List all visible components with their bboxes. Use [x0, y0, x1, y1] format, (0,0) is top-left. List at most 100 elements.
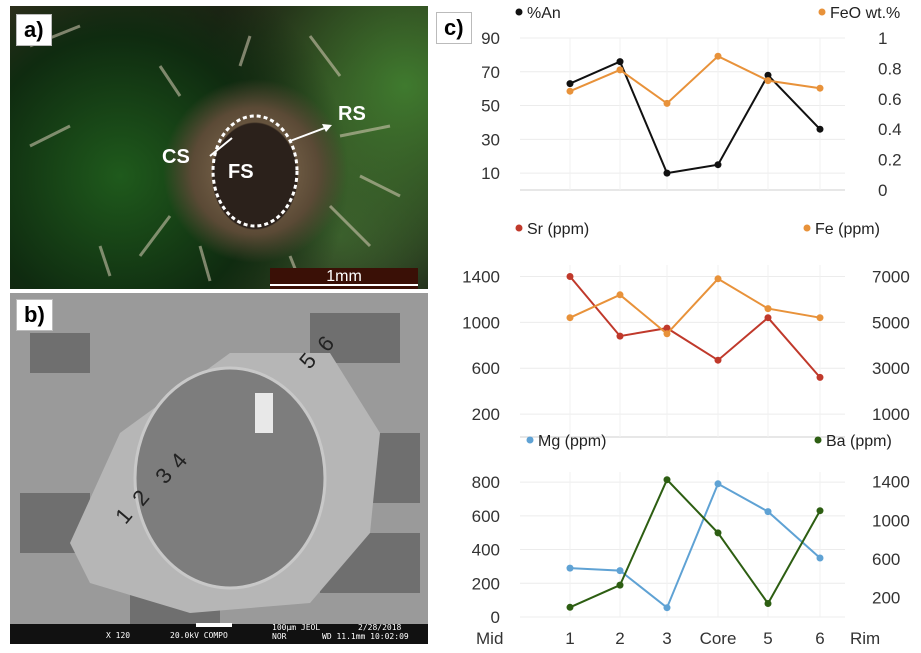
- chart3-right-tick-label: 1000: [872, 511, 910, 530]
- chart1-series-feo-point: [663, 99, 671, 107]
- chart2-series-fe-line: [569, 277, 821, 336]
- chart2-legend-marker-sr: [515, 224, 523, 232]
- chart1-right-tick-label: 0.8: [878, 59, 902, 78]
- chart1-series-an-point: [616, 58, 624, 66]
- x-category-label: Core: [700, 629, 737, 648]
- chart1-legend-feo: FeO wt.%: [830, 5, 900, 22]
- chart1-legend-marker-feo: [818, 8, 826, 16]
- panel-b-label: b): [16, 299, 53, 331]
- chart1-series-feo-point: [566, 87, 574, 95]
- panel-a-label: a): [16, 14, 52, 46]
- bse-mode: NOR: [272, 632, 287, 641]
- chart2-series-fe-point: [816, 314, 824, 322]
- bse-wd: WD 11.1mm 10:02:09: [322, 632, 409, 641]
- chart3-series-ba-point: [566, 603, 574, 611]
- chart3-series-ba-point: [764, 600, 772, 607]
- chart2-left-tick-label: 1400: [462, 267, 500, 286]
- chart2-series-sr-point: [714, 356, 722, 364]
- panel-c-label: c): [436, 12, 472, 44]
- chart1-series-an-point: [714, 161, 722, 169]
- chart2-series-sr-line: [569, 275, 821, 379]
- chart3-legend-mg: Mg (ppm): [538, 433, 606, 450]
- chart3-series-mg-point: [616, 567, 624, 575]
- chart1-series-feo-point: [616, 66, 624, 74]
- chart1-series-an-point: [816, 125, 824, 133]
- chart1-legend-marker-an: [515, 8, 523, 16]
- chart1-series-feo-point: [764, 77, 772, 85]
- chart2-series-sr-point: [566, 273, 574, 280]
- x-category-label: 3: [662, 629, 671, 648]
- chart3-series-mg-point: [816, 554, 824, 562]
- chart2-legend-sr: Sr (ppm): [527, 221, 589, 238]
- chart1-left-tick-label: 30: [481, 130, 500, 149]
- chart1-series-an-point: [764, 71, 772, 79]
- scale-bar: 1mm: [270, 268, 418, 289]
- x-category-label: 1: [565, 629, 574, 648]
- chart1-series-an-point: [663, 169, 671, 177]
- bse-scale: 100µm JEOL: [272, 623, 321, 632]
- x-category-label: 6: [815, 629, 824, 648]
- chart2-series-fe-point: [616, 291, 624, 299]
- chart1-series-feo-point: [816, 84, 824, 92]
- chart3-series-ba-point: [714, 529, 722, 537]
- chart2-left-tick-label: 200: [472, 405, 500, 424]
- chart3-series-ba-point: [616, 581, 624, 589]
- chart3-right-tick-label: 200: [872, 589, 900, 608]
- chart1-right-tick-label: 0.2: [878, 151, 902, 170]
- chart2-left-tick-label: 1000: [462, 313, 500, 332]
- bse-scale-bar: [196, 623, 232, 627]
- chart3-series-mg-point: [566, 564, 574, 572]
- fs-boundary: [211, 114, 299, 228]
- chart2-left-tick-label: 600: [472, 359, 500, 378]
- chart3-series-mg-point: [663, 604, 671, 612]
- bse-texture: [10, 293, 428, 644]
- rs-arrow: [289, 125, 331, 142]
- micrograph-texture: [29, 24, 401, 282]
- chart2-series-sr-point: [616, 332, 624, 340]
- chart2-series-fe-point: [663, 330, 671, 338]
- chart1-legend-an: %An: [527, 5, 561, 22]
- chart3-legend-ba: Ba (ppm): [826, 433, 892, 450]
- chart1-left-tick-label: 50: [481, 97, 500, 116]
- chart1-series-feo-line: [569, 55, 821, 105]
- chart1-series-an-point: [566, 80, 574, 88]
- scale-bar-label: 1mm: [326, 268, 362, 285]
- chart2-right-tick-label: 1000: [872, 405, 910, 424]
- chart3-left-tick-label: 800: [472, 473, 500, 492]
- chart1-right-tick-label: 1: [878, 29, 887, 48]
- x-category-label: 2: [615, 629, 624, 648]
- x-category-label: 5: [763, 629, 772, 648]
- bse-mag: X 120: [106, 631, 131, 640]
- chart1-left-tick-label: 70: [481, 63, 500, 82]
- chart3-left-tick-label: 0: [491, 608, 500, 627]
- x-end-label-mid: Mid: [476, 629, 503, 648]
- chart2-legend-marker-fe: [803, 224, 811, 232]
- chart2-series-fe-point: [764, 305, 772, 313]
- scale-bar-line: [270, 284, 418, 286]
- chart3-series-ba-point: [663, 476, 671, 484]
- chart3-legend-marker-mg: [526, 436, 534, 444]
- chart3-left-tick-label: 600: [472, 507, 500, 526]
- chart3-left-tick-label: 400: [472, 541, 500, 560]
- bse-image-panel-b: b) 1 2 3 4 5 6 X 120 20.0kV COMPO 100µm …: [10, 293, 428, 644]
- chart1-right-tick-label: 0.6: [878, 90, 902, 109]
- chart1-left-tick-label: 10: [481, 164, 500, 183]
- chart1-right-tick-label: 0: [878, 181, 887, 200]
- chart2-series-sr-point: [663, 324, 671, 332]
- chart1-series-an-line: [569, 60, 821, 175]
- chart1-left-tick-label: 90: [481, 29, 500, 48]
- bse-date: 2/28/2018: [358, 623, 402, 632]
- cs-label: CS: [162, 146, 190, 168]
- rs-label: RS: [338, 103, 366, 125]
- fs-label: FS: [228, 161, 254, 183]
- chart3-right-tick-label: 600: [872, 550, 900, 569]
- chart2-right-tick-label: 5000: [872, 313, 910, 332]
- chart3-legend-marker-ba: [814, 436, 822, 444]
- chart3-series-mg-line: [569, 482, 821, 610]
- chart1-series-feo-point: [714, 52, 722, 60]
- chart2-right-tick-label: 7000: [872, 267, 910, 286]
- chart3-series-ba-line: [569, 477, 821, 609]
- x-end-label-rim: Rim: [850, 629, 880, 648]
- chart2-series-fe-point: [714, 275, 722, 283]
